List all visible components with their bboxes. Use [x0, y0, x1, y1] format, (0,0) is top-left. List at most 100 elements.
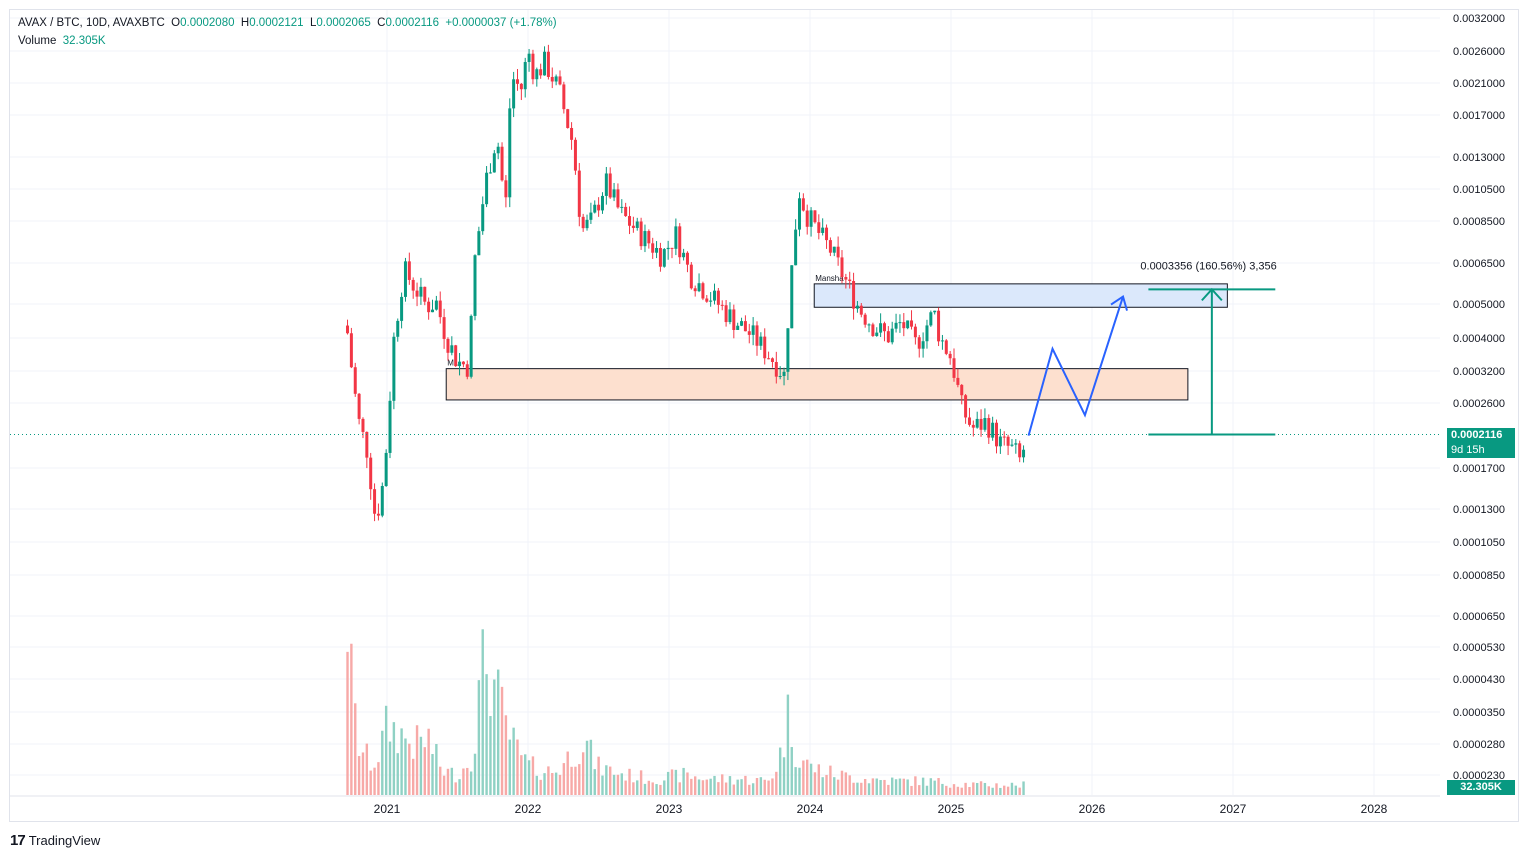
candle-body	[809, 210, 813, 227]
volume-bar	[609, 766, 612, 795]
candle-body	[400, 296, 404, 321]
candle-body	[488, 172, 492, 174]
volume-bar	[979, 781, 983, 795]
candle-body	[917, 337, 921, 349]
volume-bar	[701, 780, 705, 795]
volume-bar	[388, 741, 392, 795]
candle-body	[1014, 443, 1018, 445]
candle-body	[902, 322, 906, 329]
projection-path[interactable]	[1027, 296, 1124, 436]
candle-body	[801, 198, 805, 211]
volume-bar	[547, 766, 550, 795]
resistance-zone[interactable]	[813, 283, 1228, 308]
volume-bar	[732, 784, 736, 795]
volume-bar	[481, 629, 484, 795]
volume-bar	[473, 753, 477, 795]
candle-body	[786, 328, 790, 372]
candle-body	[678, 226, 682, 258]
volume-bar	[651, 782, 654, 795]
x-tick-label: 2027	[1220, 802, 1247, 816]
candle-body	[458, 361, 462, 367]
volume-bar	[863, 778, 867, 795]
last-price-badge: 0.0002116	[1447, 428, 1515, 443]
volume-bar	[778, 747, 782, 795]
support-zone[interactable]	[445, 368, 1189, 401]
volume-bar	[751, 783, 755, 795]
volume-bar	[736, 779, 739, 795]
tradingview-footer[interactable]: 17 TradingView	[10, 832, 100, 849]
candle-body	[423, 286, 427, 302]
volume-bar	[790, 747, 793, 795]
candle-body	[682, 252, 686, 258]
candle-body	[1006, 436, 1010, 446]
volume-badge: 32.305K	[1447, 780, 1515, 795]
candle-body	[755, 325, 759, 346]
volume-bar	[450, 767, 454, 795]
brand-name: TradingView	[28, 833, 101, 848]
candle-body	[770, 358, 774, 362]
grid	[10, 10, 1440, 797]
volume-bar	[721, 774, 724, 795]
countdown-badge: 9d 15h	[1447, 443, 1515, 458]
volume-bar	[624, 780, 627, 795]
candle-body	[570, 127, 574, 140]
candle-body	[1002, 436, 1006, 438]
volume-bar	[948, 787, 952, 795]
candle-body	[508, 108, 512, 198]
time-axis[interactable]: 2021 2022 2023 2024 2025 2026 2027 2028	[374, 802, 1388, 816]
candle-body	[817, 222, 821, 233]
y-tick-label: 0.0000230	[1453, 770, 1505, 782]
volume-bar	[1010, 782, 1014, 795]
candle-body	[933, 310, 937, 313]
volume-bar	[968, 787, 971, 795]
candle-body	[740, 321, 744, 326]
candle-body	[581, 216, 585, 229]
volume-bar	[945, 785, 948, 795]
volume-bar	[647, 780, 651, 795]
candle-body	[882, 323, 886, 332]
volume-bar	[782, 757, 786, 795]
candle-body	[384, 452, 388, 487]
measure-label: 0.0003356 (160.56%) 3,356	[1140, 260, 1276, 272]
candle-body	[998, 436, 1002, 447]
volume-bar	[400, 728, 403, 795]
price-range-measure[interactable]: 0.0003356 (160.56%) 3,356	[1110, 260, 1277, 436]
candle-body	[600, 195, 604, 211]
volume-bar	[952, 784, 956, 795]
support-zone-label: M...	[447, 359, 460, 368]
volume-bar	[666, 771, 670, 795]
volume-bar	[361, 752, 365, 795]
candle-body	[991, 422, 995, 438]
volume-bar	[639, 770, 643, 795]
volume-bar	[415, 725, 419, 795]
candle-body	[589, 212, 593, 220]
candle-body	[407, 261, 411, 280]
volume-bar	[705, 779, 708, 795]
x-tick-label: 2021	[374, 802, 401, 816]
volume-bar	[844, 772, 848, 795]
candle-body	[925, 325, 929, 342]
volume-bar	[894, 779, 898, 795]
volume-bar	[670, 769, 674, 795]
high-label: H	[240, 17, 250, 29]
candle-body	[879, 323, 883, 333]
volume-bar	[593, 769, 596, 795]
candle-body	[546, 51, 550, 77]
candle-body	[875, 332, 879, 336]
volume-bar	[574, 766, 577, 795]
volume-bar	[643, 783, 647, 795]
candle-body	[647, 231, 651, 244]
volume-bar	[524, 754, 527, 795]
candle-body	[724, 305, 728, 323]
candle-body	[523, 62, 527, 90]
candle-body	[577, 170, 581, 217]
volume-bar	[933, 780, 936, 795]
volume-bar	[597, 756, 600, 795]
price-axis[interactable]: 0.0032000 0.0026000 0.0021000 0.0017000 0.00…	[1453, 13, 1505, 782]
volume-bar	[728, 776, 732, 795]
volume-bar	[941, 783, 944, 795]
candle-body	[624, 206, 628, 217]
volume-bar	[856, 782, 859, 795]
volume-bar	[589, 739, 593, 795]
